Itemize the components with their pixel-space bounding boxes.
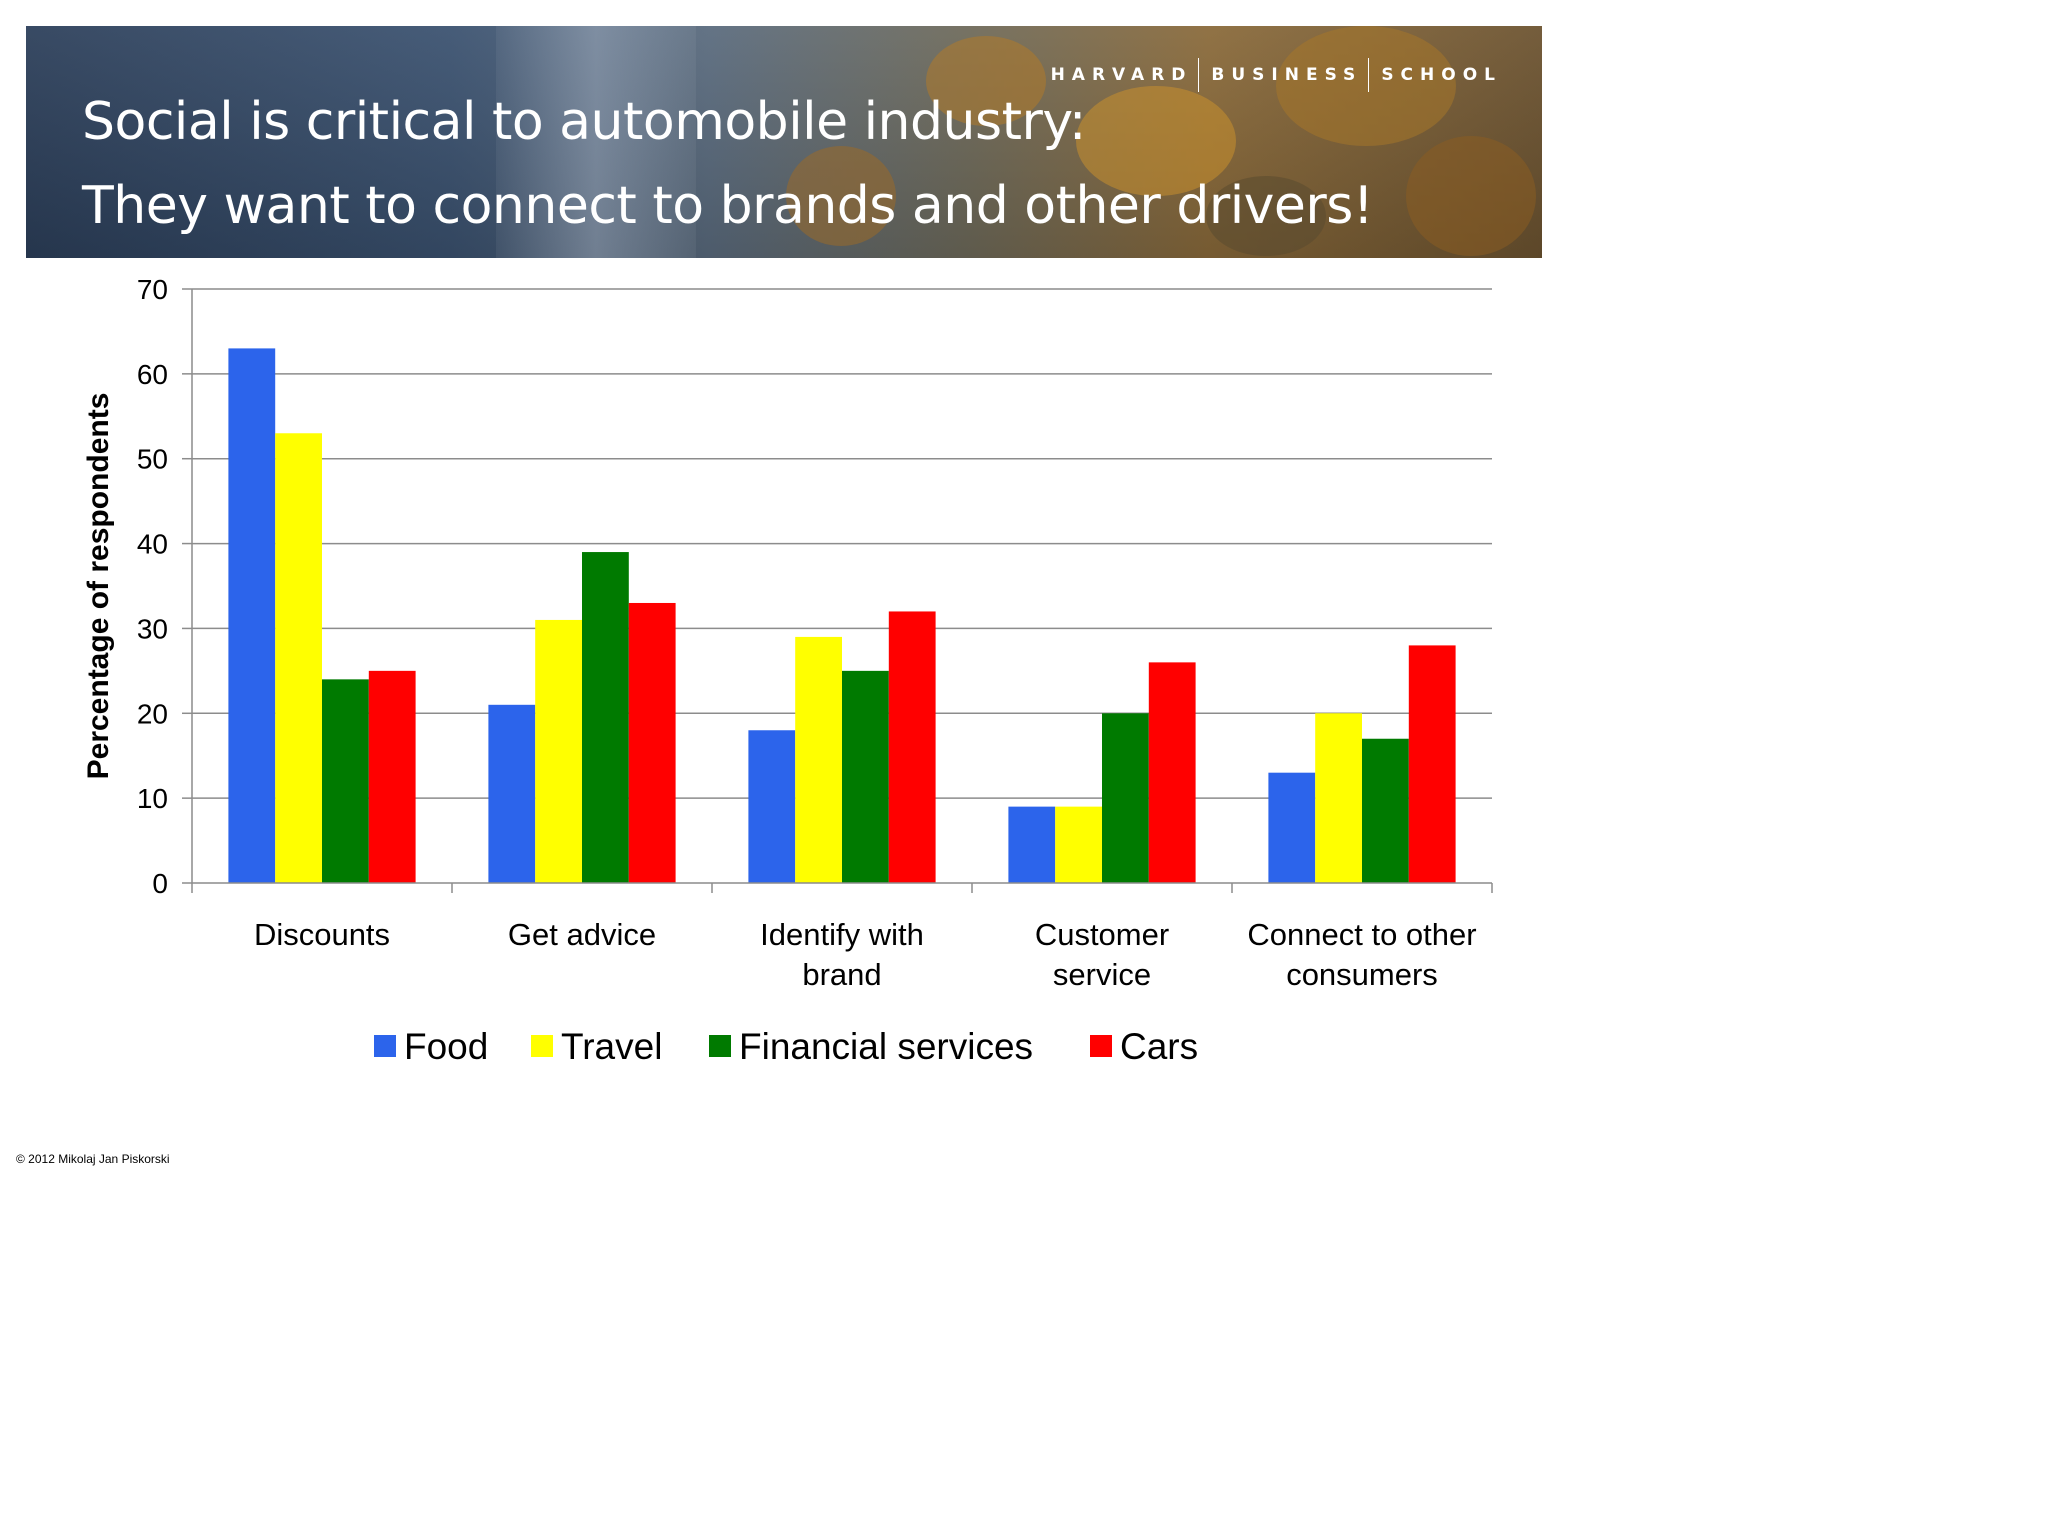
- x-tick-label-line: Connect to other: [1247, 917, 1476, 952]
- bar: [795, 636, 842, 883]
- hbs-logo-word: HARVARD: [1050, 65, 1193, 85]
- slide-title-line2: They want to connect to brands and other…: [82, 176, 1374, 236]
- bar: [1362, 738, 1409, 883]
- y-tick-label: 10: [137, 783, 168, 814]
- bar: [748, 730, 796, 883]
- y-tick-label: 0: [152, 868, 168, 899]
- x-tick-label-line: consumers: [1286, 957, 1438, 992]
- hbs-logo-word: BUSINESS: [1211, 65, 1363, 85]
- banner-foliage: [1206, 176, 1326, 256]
- legend-label: Food: [404, 1026, 488, 1067]
- legend-swatch: [709, 1035, 731, 1057]
- legend-label: Cars: [1120, 1026, 1198, 1067]
- bar: [1055, 806, 1102, 883]
- bar: [1148, 662, 1196, 883]
- banner-foliage: [1406, 136, 1536, 256]
- hbs-logo-word: SCHOOL: [1381, 65, 1502, 85]
- header-banner: HARVARD BUSINESS SCHOOL Social is critical…: [26, 26, 1542, 258]
- bar: [888, 611, 936, 883]
- y-tick-label: 20: [137, 698, 168, 729]
- chart-bars: [228, 348, 1456, 883]
- slide-title-line1: Social is critical to automobile industr…: [82, 92, 1086, 152]
- bar: [535, 619, 582, 883]
- legend-swatch: [531, 1035, 553, 1057]
- y-tick-label: 60: [137, 359, 168, 390]
- banner-foliage: [1076, 86, 1236, 196]
- copyright-notice: © 2012 Mikolaj Jan Piskorski: [16, 1152, 170, 1166]
- x-tick-labels: Discounts Get advice Identify with brand Cus…: [254, 917, 1477, 992]
- x-tick-label: Identify with brand: [760, 917, 924, 992]
- bar-chart: 0 10 20 30 40 50 60 70 Discounts Get advice Ident…: [82, 274, 1493, 1067]
- bar: [1008, 806, 1056, 883]
- legend-swatch: [1090, 1035, 1112, 1057]
- x-tick-label-line: brand: [802, 957, 881, 992]
- x-tick-label: Connect to other consumers: [1247, 917, 1476, 992]
- hbs-logo-divider: [1198, 58, 1200, 92]
- bar: [368, 670, 416, 883]
- bar: [228, 348, 276, 883]
- bar: [1102, 713, 1149, 883]
- slide-title: Social is critical to automobile industr…: [82, 80, 1374, 248]
- bar: [488, 704, 536, 883]
- chart-legend: Food Travel Financial services Cars: [374, 1026, 1198, 1067]
- chart-axes: [182, 288, 1493, 893]
- legend-swatch: [374, 1035, 396, 1057]
- bar: [322, 679, 369, 883]
- hbs-logo-divider: [1368, 58, 1370, 92]
- legend-label: Financial services: [739, 1026, 1033, 1067]
- bar: [275, 433, 322, 883]
- bar: [1408, 645, 1456, 883]
- hbs-logo: HARVARD BUSINESS SCHOOL: [1051, 58, 1502, 92]
- banner-foliage: [926, 36, 1046, 126]
- x-tick-label: Discounts: [254, 917, 390, 952]
- bar: [1315, 713, 1362, 883]
- y-tick-label: 40: [137, 529, 168, 560]
- x-tick-label-line: Get advice: [508, 917, 656, 952]
- bar: [842, 670, 889, 883]
- legend-label: Travel: [561, 1026, 662, 1067]
- banner-foliage: [1276, 26, 1456, 146]
- banner-foliage: [786, 146, 896, 246]
- y-tick-label: 70: [137, 274, 168, 305]
- y-tick-label: 30: [137, 613, 168, 644]
- y-tick-label: 50: [137, 444, 168, 475]
- x-tick-label: Customer service: [1035, 917, 1169, 992]
- bar: [582, 552, 629, 883]
- y-axis-label: Percentage of respondents: [82, 393, 115, 780]
- x-tick-label-line: Customer: [1035, 917, 1169, 952]
- x-tick-label-line: Discounts: [254, 917, 390, 952]
- x-tick-label: Get advice: [508, 917, 656, 952]
- bar: [628, 602, 676, 883]
- y-tick-labels: 0 10 20 30 40 50 60 70: [137, 274, 168, 899]
- x-tick-label-line: Identify with: [760, 917, 924, 952]
- x-tick-label-line: service: [1053, 957, 1151, 992]
- banner-column-image: [496, 26, 696, 258]
- bar: [1268, 772, 1316, 883]
